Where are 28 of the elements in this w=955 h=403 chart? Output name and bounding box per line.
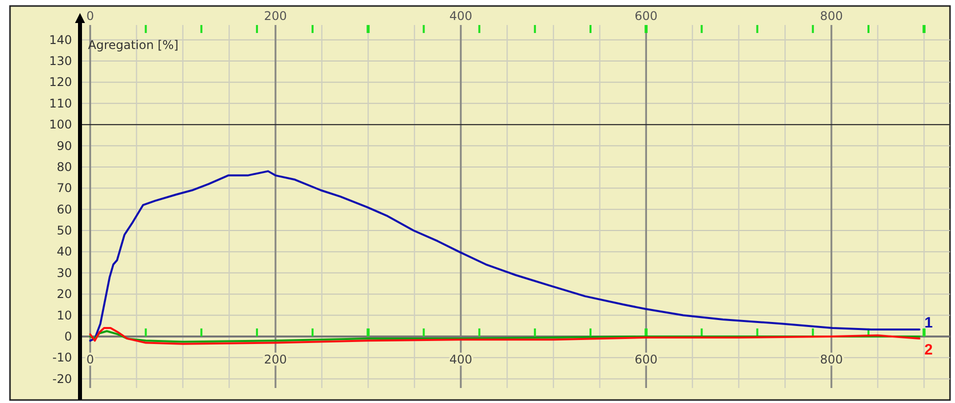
y-axis-title: Agregation [%] — [88, 38, 178, 52]
y-tick-label: 100 — [49, 118, 72, 132]
y-tick-label: 0 — [64, 329, 72, 344]
x2-tick-label: 400 — [449, 9, 472, 23]
x2-tick-label: 800 — [820, 9, 843, 23]
y-tick-label: 50 — [56, 224, 72, 238]
y-tick-label: 120 — [49, 75, 72, 90]
series-label: 1 — [924, 314, 933, 332]
y-tick-label: 90 — [56, 138, 72, 153]
y-tick-label: 10 — [56, 308, 72, 322]
line-series — [89, 326, 920, 345]
line-series — [89, 170, 920, 342]
series-label: 2 — [924, 342, 933, 359]
y-tick-label: 20 — [56, 287, 72, 302]
y-tick-label: -20 — [52, 372, 72, 386]
y-tick-label: -10 — [52, 350, 72, 365]
y-tick-label: 110 — [49, 96, 72, 110]
y-tick-label: 40 — [56, 244, 72, 259]
y-tick-label: 60 — [56, 202, 72, 216]
y-tick-label: 30 — [56, 266, 72, 280]
line-series — [89, 330, 920, 343]
y-tick-label: 70 — [56, 181, 72, 196]
y-tick-label: 130 — [49, 54, 72, 68]
x2-tick-label: 0 — [86, 9, 94, 23]
x2-tick-label: 200 — [264, 9, 287, 23]
y-tick-label: 140 — [49, 32, 72, 47]
y-tick-label: 80 — [56, 160, 72, 174]
x2-tick-label: 600 — [634, 9, 658, 23]
